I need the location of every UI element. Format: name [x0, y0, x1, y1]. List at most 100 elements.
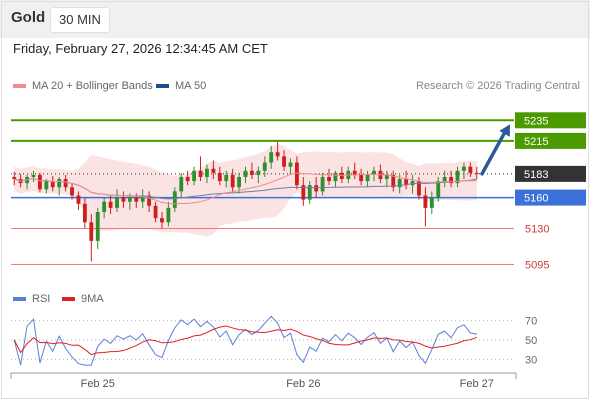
candle-body [217, 172, 222, 182]
candle-body [230, 174, 235, 188]
candle [37, 172, 42, 193]
candle-body [44, 181, 49, 190]
candle-body [256, 170, 261, 175]
legend-item-9ma: 9MA [62, 293, 104, 305]
candle [359, 168, 364, 186]
candle [436, 176, 441, 202]
candle-body [282, 156, 286, 167]
candle-body [147, 195, 152, 206]
candle-body [70, 187, 74, 196]
rsi-9ma-line [13, 325, 477, 356]
legend-swatch-9ma [62, 297, 75, 302]
candle-body [192, 170, 197, 182]
candle [352, 162, 357, 180]
candle [449, 170, 454, 188]
level-text-5095: 5095 [525, 260, 549, 272]
level-label-5095: 5095 [525, 260, 549, 272]
candle [70, 183, 74, 200]
candle-body [172, 191, 177, 208]
candle-body [153, 205, 158, 219]
candle-body [115, 197, 119, 208]
legend-item-ma50: MA 50 [156, 80, 206, 92]
candle [404, 170, 409, 190]
candle [301, 176, 306, 206]
candle-body [442, 176, 447, 182]
level-box-5215 [515, 132, 586, 149]
candle [89, 214, 94, 262]
level-label-5160: 5160 [515, 189, 586, 206]
candle-body [339, 172, 344, 180]
candle-body [243, 170, 248, 177]
candle [198, 156, 203, 182]
candle-body [275, 152, 280, 157]
candle-body [327, 176, 331, 182]
candle-body [121, 197, 126, 202]
candle-body [359, 174, 364, 182]
candle-body [102, 201, 107, 212]
candle-body [320, 176, 325, 192]
candle-body [269, 152, 274, 163]
candle [474, 166, 479, 180]
timestamp: Friday, February 27, 2026 12:34:45 AM CE… [13, 41, 268, 56]
level-label-5235: 5235 [515, 112, 586, 129]
target-arrow-shaft [480, 126, 509, 176]
candle [140, 189, 145, 208]
candle [269, 146, 274, 169]
candle [12, 171, 17, 186]
candle-body [436, 181, 441, 198]
rsi-tick-30: 30 [525, 354, 537, 366]
candle-body [468, 166, 473, 173]
x-tick-label: Feb 27 [460, 378, 494, 390]
candle [44, 179, 49, 194]
candle [339, 166, 344, 184]
candle [57, 176, 62, 196]
candle [365, 170, 370, 188]
candle [423, 187, 428, 227]
candle-body [294, 162, 299, 186]
level-text-5235: 5235 [524, 115, 548, 127]
candle-body [37, 174, 42, 190]
candle-body [166, 207, 171, 223]
candle [468, 162, 473, 177]
candle [63, 174, 68, 192]
candle-body [211, 168, 216, 173]
candle [307, 181, 312, 204]
x-tick-label: Feb 26 [286, 378, 320, 390]
candle-body [417, 181, 421, 196]
candle [115, 189, 119, 212]
candle [442, 170, 447, 188]
candle [172, 187, 177, 212]
candle-body [474, 172, 479, 174]
candle-body [391, 174, 396, 188]
legend-item-ma20: MA 20 + Bollinger Bands [13, 80, 153, 92]
candle-body [134, 197, 139, 202]
legend-swatch-rsi [13, 297, 26, 302]
candle [166, 201, 171, 227]
level-text-5160: 5160 [524, 193, 548, 205]
candle [211, 160, 216, 180]
candle-body [314, 185, 319, 192]
legend-label-ma20: MA 20 + Bollinger Bands [32, 80, 153, 92]
candle [327, 168, 331, 186]
timeframe-badge[interactable]: 30 MIN [50, 7, 110, 33]
candle-body [82, 203, 87, 223]
target-arrow [480, 124, 510, 176]
rsi-tick-50: 50 [525, 335, 537, 347]
candle [455, 166, 460, 188]
level-box-5160 [515, 189, 586, 206]
legend-swatch-ma20 [13, 84, 26, 89]
candle [95, 207, 100, 250]
candle-body [205, 168, 209, 177]
candle [217, 166, 222, 186]
instrument-name: Gold [11, 9, 46, 26]
legend-item-rsi: RSI [13, 293, 50, 305]
candle-body [12, 176, 17, 180]
legend-label-9ma: 9MA [81, 293, 104, 305]
candle-body [429, 197, 434, 208]
level-label-5130: 5130 [525, 223, 549, 235]
candle-body [262, 162, 267, 171]
candle-body [365, 174, 370, 182]
candle [462, 162, 466, 180]
candle [121, 191, 126, 208]
candle-body [423, 195, 428, 208]
